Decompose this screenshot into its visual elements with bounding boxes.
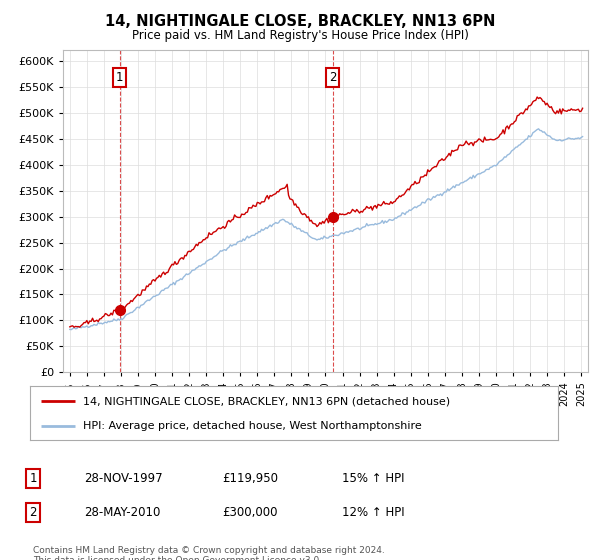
Text: 15% ↑ HPI: 15% ↑ HPI xyxy=(342,472,404,486)
Text: 2: 2 xyxy=(29,506,37,519)
Text: £300,000: £300,000 xyxy=(222,506,277,519)
Text: 14, NIGHTINGALE CLOSE, BRACKLEY, NN13 6PN: 14, NIGHTINGALE CLOSE, BRACKLEY, NN13 6P… xyxy=(105,14,495,29)
Text: 28-NOV-1997: 28-NOV-1997 xyxy=(84,472,163,486)
Text: 28-MAY-2010: 28-MAY-2010 xyxy=(84,506,160,519)
Text: 12% ↑ HPI: 12% ↑ HPI xyxy=(342,506,404,519)
Text: 1: 1 xyxy=(29,472,37,486)
Text: Price paid vs. HM Land Registry's House Price Index (HPI): Price paid vs. HM Land Registry's House … xyxy=(131,29,469,42)
Text: 2: 2 xyxy=(329,71,337,84)
Text: Contains HM Land Registry data © Crown copyright and database right 2024.
This d: Contains HM Land Registry data © Crown c… xyxy=(33,546,385,560)
Text: 1: 1 xyxy=(116,71,124,84)
Text: HPI: Average price, detached house, West Northamptonshire: HPI: Average price, detached house, West… xyxy=(83,421,422,431)
Text: 14, NIGHTINGALE CLOSE, BRACKLEY, NN13 6PN (detached house): 14, NIGHTINGALE CLOSE, BRACKLEY, NN13 6P… xyxy=(83,396,450,407)
Text: £119,950: £119,950 xyxy=(222,472,278,486)
